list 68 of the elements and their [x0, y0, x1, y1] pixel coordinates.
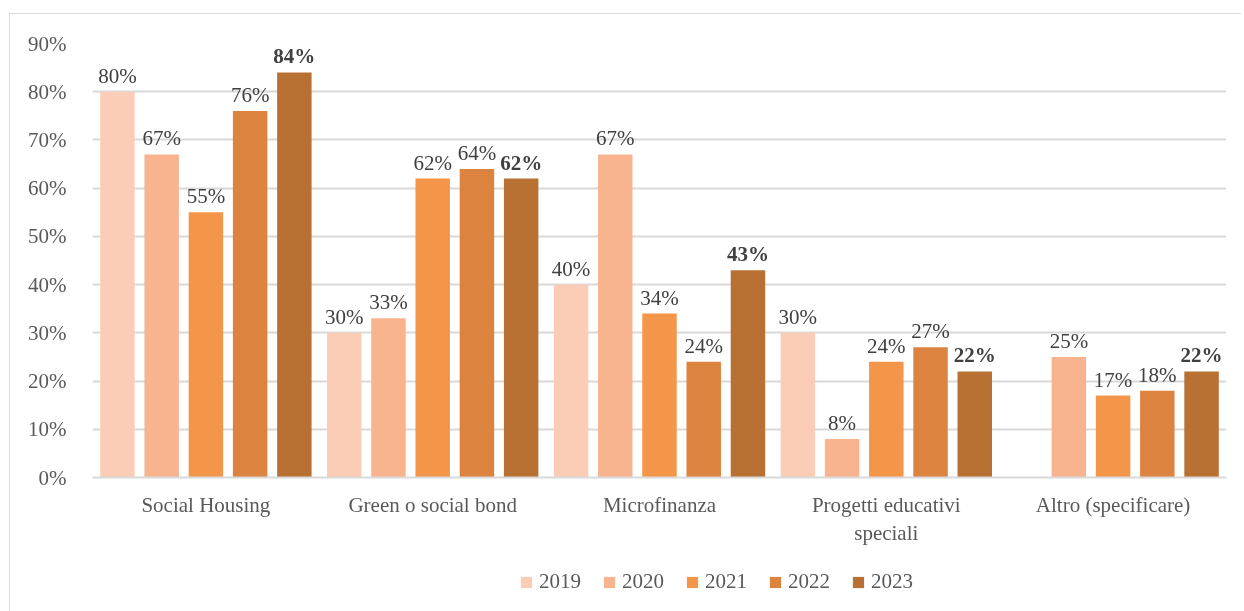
y-tick-label: 50%	[28, 224, 67, 249]
legend-label: 2020	[622, 569, 664, 594]
bar	[1140, 390, 1175, 478]
data-label: 80%	[98, 63, 137, 88]
bar	[188, 212, 224, 478]
bar	[686, 361, 721, 478]
y-tick-label: 90%	[28, 31, 67, 56]
data-label: 24%	[684, 333, 723, 358]
y-tick-label: 20%	[28, 369, 67, 394]
x-tick-label: Social Housing	[141, 492, 271, 517]
data-label: 33%	[369, 290, 408, 315]
y-tick-label: 0%	[38, 465, 67, 490]
bar	[824, 438, 860, 478]
bar	[144, 154, 179, 478]
data-label: 18%	[1138, 362, 1177, 387]
data-label: 55%	[186, 184, 226, 209]
data-label: 67%	[596, 126, 635, 151]
x-tick-label: Green o social bond	[348, 492, 518, 517]
bar	[100, 91, 135, 478]
legend-label: 2023	[871, 569, 913, 594]
bar	[642, 313, 677, 478]
data-label: 67%	[142, 126, 181, 151]
data-label: 22%	[1180, 343, 1223, 368]
legend-label: 2021	[705, 569, 747, 594]
data-label: 25%	[1049, 328, 1089, 353]
bar	[415, 178, 450, 478]
data-label: 27%	[911, 319, 950, 344]
y-tick-label: 40%	[28, 272, 67, 297]
y-tick-label: 30%	[28, 320, 67, 345]
data-label: 34%	[640, 285, 679, 310]
x-tick-label: Microfinanza	[602, 492, 717, 517]
bar	[957, 371, 992, 478]
bar	[730, 270, 766, 478]
bar	[1051, 356, 1087, 478]
bar	[503, 178, 539, 478]
x-tick-label: Altro (specificare)	[1035, 492, 1191, 517]
data-label: 24%	[867, 333, 906, 358]
bar	[913, 347, 948, 478]
y-tick-label: 60%	[28, 176, 67, 201]
data-label: 30%	[778, 304, 818, 329]
bar	[277, 72, 312, 478]
legend-label: 2022	[788, 569, 830, 594]
y-tick-label: 10%	[28, 417, 67, 442]
bar	[553, 284, 589, 478]
data-label: 62%	[413, 150, 452, 175]
data-label: 22%	[953, 343, 996, 368]
y-tick-label: 70%	[28, 127, 67, 152]
bar	[780, 332, 816, 478]
data-label: 43%	[726, 242, 769, 267]
data-label: 30%	[325, 304, 364, 329]
x-tick-label: Progetti educativi speciali	[811, 492, 961, 546]
legend-label: 2019	[539, 569, 581, 594]
bar	[1095, 395, 1131, 478]
bar	[327, 332, 362, 478]
data-label: 17%	[1093, 367, 1133, 392]
bar	[869, 361, 904, 478]
data-label: 40%	[551, 256, 591, 281]
data-label: 84%	[273, 44, 316, 69]
bar	[1184, 371, 1219, 478]
y-tick-label: 80%	[28, 79, 67, 104]
data-label: 8%	[828, 410, 857, 435]
bar	[371, 318, 406, 478]
data-label: 64%	[457, 140, 497, 165]
bar	[459, 168, 495, 478]
bar	[232, 111, 268, 478]
bar	[598, 154, 633, 478]
data-label: 76%	[230, 83, 270, 108]
data-label: 62%	[500, 150, 543, 175]
